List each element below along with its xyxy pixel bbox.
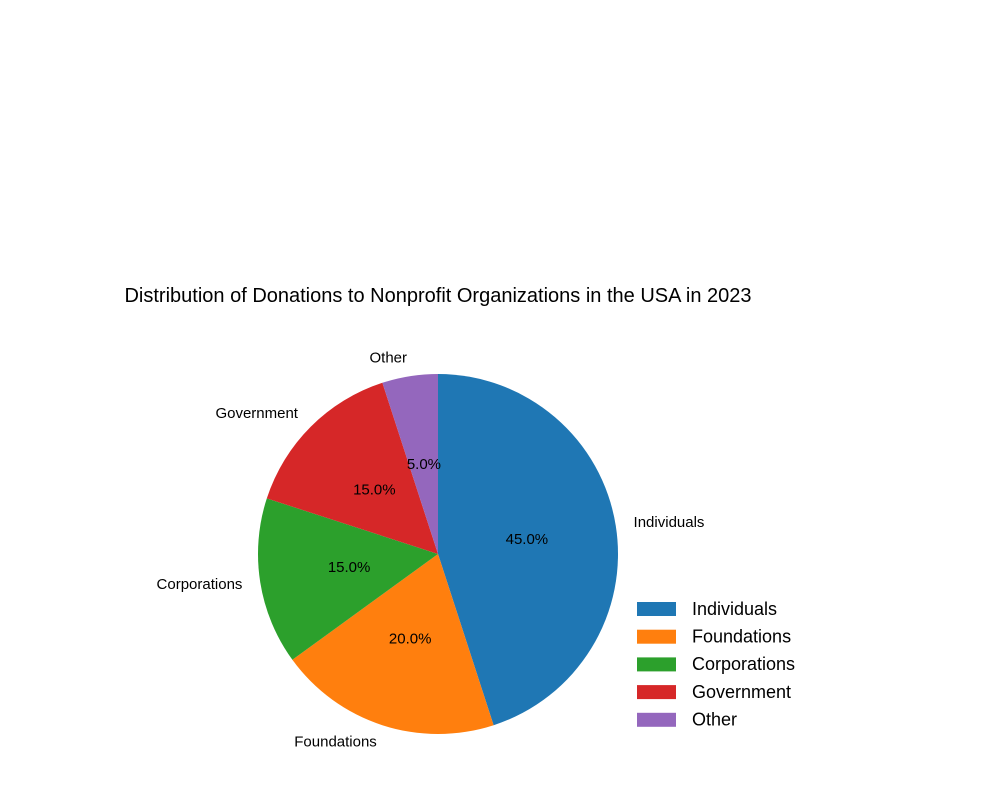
legend-label-individuals: Individuals [692,599,777,619]
slice-percent-corporations: 15.0% [328,559,371,576]
slice-percent-foundations: 20.0% [389,631,432,648]
legend-swatch-other [637,712,676,727]
slice-percent-labels: 45.0% 20.0% 15.0% 15.0% 5.0% [328,456,548,647]
slice-percent-individuals: 45.0% [506,531,549,548]
legend-swatch-corporations [637,657,676,672]
pie-slice-corporations [258,498,438,660]
slice-label-individuals: Individuals [634,514,705,531]
slice-label-government: Government [215,405,298,422]
legend-label-corporations: Corporations [692,654,795,674]
legend-label-government: Government [692,682,791,702]
chart-title: Distribution of Donations to Nonprofit O… [124,285,751,307]
pie-slice-individuals [438,374,619,726]
slice-label-corporations: Corporations [157,576,243,593]
legend-label-other: Other [692,710,737,730]
pie-slice-government [266,382,438,554]
legend-swatch-government [637,685,676,700]
slice-category-labels: Individuals Foundations Corporations Govern… [157,349,705,750]
pie-slice-foundations [292,554,494,735]
legend-swatch-foundations [637,629,676,644]
pie-slices [258,374,619,735]
legend-swatch-individuals [637,602,676,616]
slice-label-other: Other [370,349,408,366]
slice-percent-government: 15.0% [353,481,396,498]
legend-label-foundations: Foundations [692,626,791,646]
pie-slice-other [382,374,438,554]
slice-percent-other: 5.0% [407,456,441,473]
slice-label-foundations: Foundations [294,733,377,750]
legend: Individuals Foundations Corporations Govern… [637,599,795,730]
